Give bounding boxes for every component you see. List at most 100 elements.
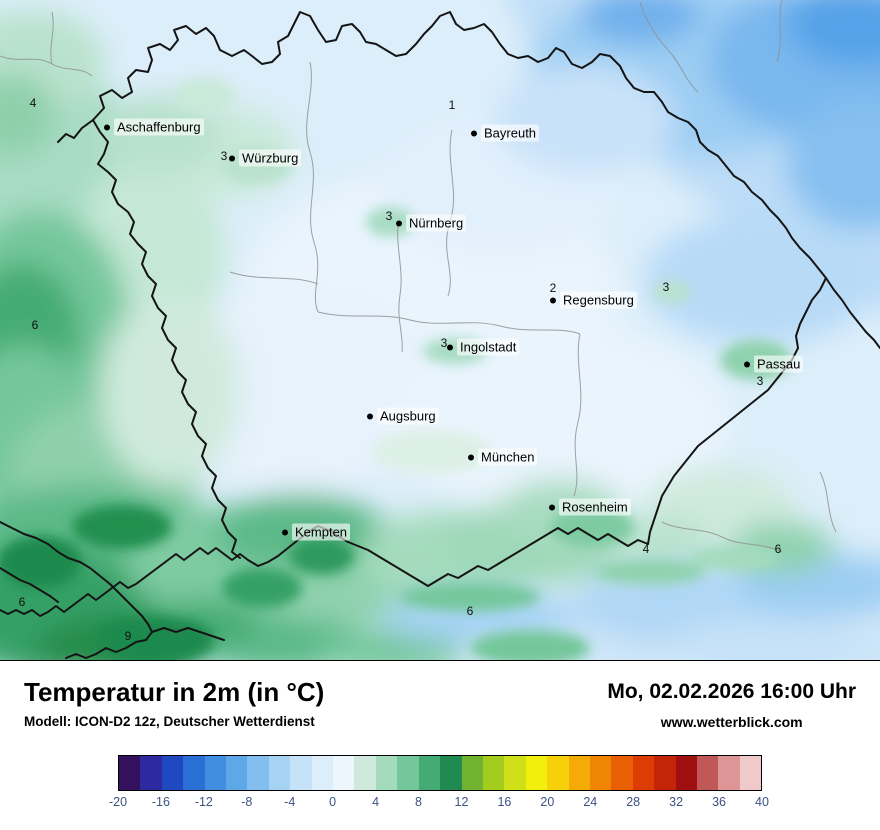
colorbar-segment — [632, 756, 655, 790]
colorbar-tick-label: -16 — [151, 795, 170, 809]
colorbar-segment — [589, 756, 612, 790]
colorbar-tick-label: 12 — [454, 795, 469, 809]
temperature-value: 4 — [642, 542, 650, 556]
city-dot — [744, 361, 750, 367]
city-marker: Passau — [744, 355, 804, 373]
city-dot — [550, 297, 556, 303]
temperature-value: 4 — [29, 96, 37, 110]
website-url: www.wetterblick.com — [660, 714, 803, 730]
city-label: Ingolstadt — [457, 338, 520, 356]
colorbar-segment — [161, 756, 184, 790]
map-overlay: Aschaffenburg Würzburg Bayreuth Nürnberg Reg… — [18, 96, 804, 643]
colorbar-tick-label: 20 — [540, 795, 555, 809]
city-dot — [282, 529, 288, 535]
valid-datetime: Mo, 02.02.2026 16:00 Uhr — [607, 680, 856, 703]
city-marker: München — [468, 448, 538, 466]
colorbar-segment — [675, 756, 697, 790]
city-label: Aschaffenburg — [114, 118, 204, 136]
temperature-map — [0, 0, 880, 660]
colorbar-segment — [504, 756, 526, 790]
colorbar-segment — [247, 756, 269, 790]
city-dot — [396, 220, 402, 226]
city-marker: Augsburg — [367, 407, 439, 425]
model-info: Modell: ICON-D2 12z, Deutscher Wetterdie… — [24, 714, 315, 729]
city-dot — [447, 344, 453, 350]
colorbar-segment — [525, 756, 548, 790]
colorbar-tick-label: -20 — [108, 795, 128, 809]
colorbar-segment — [654, 756, 676, 790]
colorbar-segment — [119, 756, 141, 790]
colorbar-segment — [183, 756, 205, 790]
colorbar-segment — [440, 756, 462, 790]
city-marker: Nürnberg — [396, 214, 467, 232]
colorbar-tick-label: 4 — [372, 795, 380, 809]
city-dot — [104, 124, 110, 130]
colorbar-tick-label: 8 — [415, 795, 423, 809]
temperature-value: 9 — [124, 629, 132, 643]
district-borders — [0, 0, 837, 553]
colorbar-segment — [333, 756, 355, 790]
temperature-value: 6 — [18, 595, 26, 609]
colorbar-tick-label: 40 — [755, 795, 769, 809]
temperature-value: 3 — [440, 336, 448, 350]
map-title: Temperatur in 2m (in °C) — [24, 677, 325, 707]
footer-right: Mo, 02.02.2026 16:00 Uhr www.wetterblick… — [607, 677, 856, 730]
colorbar-tick-label: 28 — [626, 795, 641, 809]
country-state-borders — [0, 11, 880, 659]
city-label: Rosenheim — [559, 498, 631, 516]
colorbar-segment — [226, 756, 248, 790]
colorbar-segment — [696, 756, 719, 790]
city-label: Regensburg — [560, 291, 637, 309]
colorbar-segment — [354, 756, 376, 790]
colorbar-tick-label: 32 — [669, 795, 684, 809]
city-label: Nürnberg — [406, 214, 467, 232]
colorbar-segment — [611, 756, 633, 790]
temperature-value: 1 — [448, 98, 456, 112]
colorbar-tick-label: -12 — [194, 795, 213, 809]
colorbar-segment — [718, 756, 740, 790]
temperature-value: 6 — [466, 604, 474, 618]
city-dot — [549, 504, 555, 510]
temperature-value: 3 — [756, 374, 764, 388]
city-label: Kempten — [292, 523, 351, 541]
colorbar-segments — [118, 755, 762, 791]
colorbar-segment — [140, 756, 162, 790]
colorbar-segment — [311, 756, 334, 790]
city-marker: Bayreuth — [471, 124, 540, 142]
city-label: Augsburg — [377, 407, 439, 425]
colorbar-segment — [375, 756, 398, 790]
colorbar-tick-label: 16 — [497, 795, 512, 809]
city-dot — [468, 454, 474, 460]
footer-text-row: Temperatur in 2m (in °C) Modell: ICON-D2… — [24, 677, 856, 730]
city-marker: Rosenheim — [549, 498, 631, 516]
colorbar-segment — [397, 756, 419, 790]
temperature-value: 3 — [385, 209, 393, 223]
temperature-value: 3 — [662, 280, 670, 294]
colorbar-segment — [568, 756, 590, 790]
footer-left: Temperatur in 2m (in °C) Modell: ICON-D2… — [24, 677, 324, 729]
colorbar-segment — [418, 756, 441, 790]
city-dot — [367, 413, 373, 419]
colorbar-tick-label: 0 — [329, 795, 337, 809]
temperature-value: 6 — [774, 542, 782, 556]
colorbar-tick-label: -4 — [284, 795, 296, 809]
colorbar-tick-label: 24 — [583, 795, 598, 809]
footer: Temperatur in 2m (in °C) Modell: ICON-D2… — [0, 661, 880, 830]
city-label: Bayreuth — [481, 124, 540, 142]
colorbar-ticks: -20 -16 -12 -8 -4 0 4 8 12 16 20 24 28 32 36 40 — [109, 795, 769, 811]
city-marker: Ingolstadt — [447, 338, 520, 356]
temperature-value: 6 — [31, 318, 39, 332]
map-area: Aschaffenburg Würzburg Bayreuth Nürnberg Reg… — [0, 0, 880, 661]
colorbar-segment — [204, 756, 227, 790]
city-dot — [471, 130, 477, 136]
colorbar-tick-label: 36 — [712, 795, 727, 809]
colorbar-segment — [290, 756, 312, 790]
colorbar: -20 -16 -12 -8 -4 0 4 8 12 16 20 24 28 32 36 40 — [109, 755, 769, 811]
temperature-value: 3 — [220, 149, 228, 163]
city-marker: Regensburg — [550, 291, 637, 309]
colorbar-segment — [739, 756, 762, 790]
city-marker: Aschaffenburg — [104, 118, 204, 136]
city-marker: Würzburg — [229, 149, 302, 167]
city-marker: Kempten — [282, 523, 351, 541]
